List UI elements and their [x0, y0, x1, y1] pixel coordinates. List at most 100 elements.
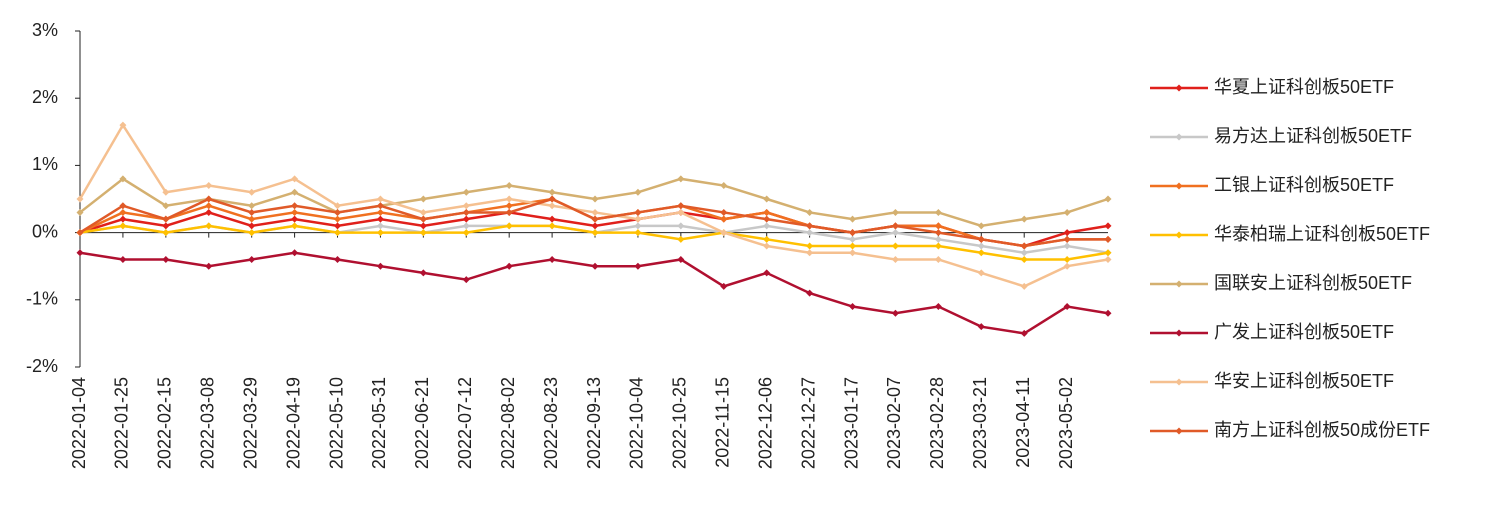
point: [334, 202, 342, 210]
point: [548, 215, 556, 223]
point: [677, 202, 685, 210]
point: [934, 303, 942, 311]
point: [934, 222, 942, 230]
legend: 华夏上证科创板50ETF 易方达上证科创板50ETF 工银上证科创板50ETF 华泰柏…: [1150, 77, 1430, 440]
point: [977, 222, 985, 230]
point: [334, 229, 342, 237]
point: [162, 255, 170, 263]
point: [591, 222, 599, 230]
point: [977, 235, 985, 243]
point: [634, 188, 642, 196]
x-tick-label: 2022-03-29: [240, 377, 260, 469]
point: [119, 208, 127, 216]
point: [1063, 242, 1071, 250]
x-tick-label: 2022-01-04: [69, 377, 89, 469]
x-tick-label: 2022-12-06: [755, 377, 775, 469]
point: [248, 215, 256, 223]
point: [162, 202, 170, 210]
point: [591, 215, 599, 223]
point: [76, 195, 84, 203]
point: [806, 242, 814, 250]
point: [162, 222, 170, 230]
point: [462, 222, 470, 230]
point: [376, 222, 384, 230]
point: [763, 195, 771, 203]
point: [1104, 309, 1112, 317]
point: [162, 188, 170, 196]
point: [634, 215, 642, 223]
x-tick-label: 2023-03-21: [970, 377, 990, 469]
point: [291, 249, 299, 257]
point: [977, 269, 985, 277]
point: [548, 255, 556, 263]
x-tick-label: 2023-04-11: [1013, 377, 1033, 468]
point: [677, 255, 685, 263]
point: [891, 229, 899, 237]
point: [849, 235, 857, 243]
point: [891, 208, 899, 216]
point: [505, 195, 513, 203]
point: [419, 215, 427, 223]
point: [334, 215, 342, 223]
point: [76, 229, 84, 237]
point: [334, 222, 342, 230]
point: [291, 175, 299, 183]
point: [419, 229, 427, 237]
point: [462, 202, 470, 210]
point: [934, 242, 942, 250]
point: [1020, 215, 1028, 223]
legend-label: 工银上证科创板50ETF: [1214, 175, 1394, 195]
point: [462, 215, 470, 223]
x-tick-label: 2022-08-02: [498, 377, 518, 469]
point: [334, 255, 342, 263]
x-tick-label: 2022-12-27: [798, 377, 818, 469]
point: [162, 215, 170, 223]
point: [419, 195, 427, 203]
legend-label: 南方上证科创板50成份ETF: [1214, 420, 1430, 440]
legend-marker: [1175, 378, 1183, 386]
point: [849, 242, 857, 250]
point: [1063, 208, 1071, 216]
point: [119, 215, 127, 223]
legend-marker: [1175, 280, 1183, 288]
y-tick-label: 1%: [32, 154, 58, 174]
point: [119, 121, 127, 129]
point: [205, 262, 213, 270]
point: [376, 229, 384, 237]
point: [248, 188, 256, 196]
point: [806, 289, 814, 297]
point: [419, 208, 427, 216]
point: [419, 222, 427, 230]
point: [119, 202, 127, 210]
point: [720, 208, 728, 216]
point: [205, 195, 213, 203]
x-tick-label: 2022-04-19: [283, 377, 303, 469]
point: [205, 202, 213, 210]
y-tick-label: 0%: [32, 221, 58, 241]
point: [505, 202, 513, 210]
point: [763, 242, 771, 250]
x-tick-label: 2022-05-31: [369, 377, 389, 469]
point: [119, 175, 127, 183]
point: [634, 262, 642, 270]
x-tick-label: 2023-01-17: [841, 377, 861, 469]
legend-label: 易方达上证科创板50ETF: [1214, 126, 1412, 146]
point: [763, 215, 771, 223]
point: [1063, 229, 1071, 237]
x-tick-label: 2022-02-15: [155, 377, 175, 469]
point: [591, 262, 599, 270]
legend-marker: [1175, 133, 1183, 141]
legend-label: 华泰柏瑞上证科创板50ETF: [1214, 224, 1430, 244]
legend-label: 国联安上证科创板50ETF: [1214, 273, 1412, 293]
point: [720, 282, 728, 290]
point: [205, 222, 213, 230]
point: [763, 269, 771, 277]
point: [462, 276, 470, 284]
legend-marker: [1175, 427, 1183, 435]
point: [1020, 249, 1028, 257]
point: [119, 222, 127, 230]
point: [1104, 235, 1112, 243]
x-tick-label: 2022-11-15: [713, 377, 733, 468]
point: [806, 208, 814, 216]
point: [548, 222, 556, 230]
